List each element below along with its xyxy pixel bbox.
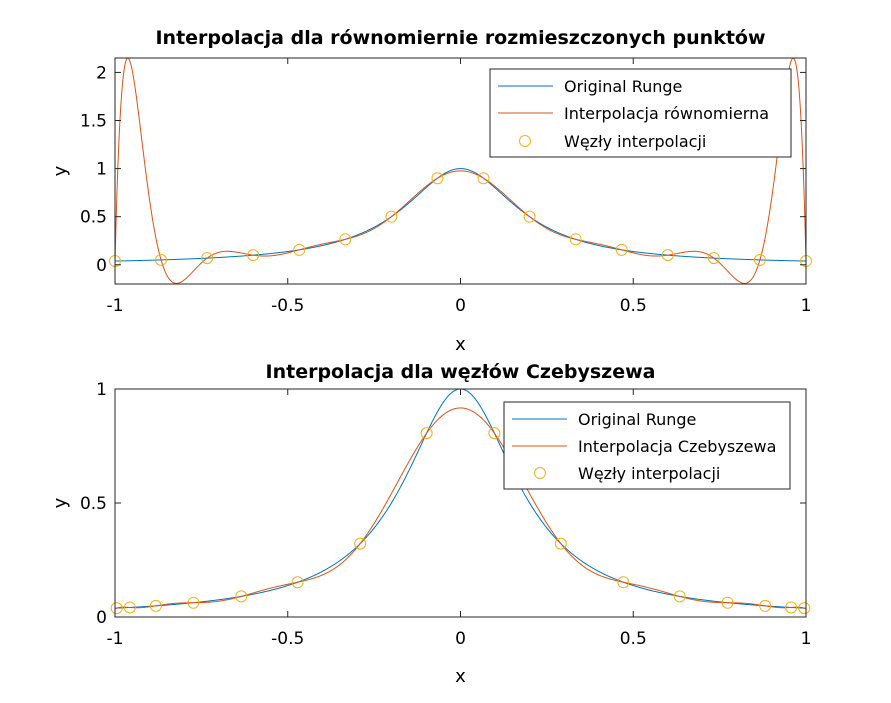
legend-label-nodes: Węzły interpolacji [564, 132, 706, 151]
x-tick-label: 0 [455, 296, 466, 316]
node-marker [110, 602, 123, 615]
x-tick-label: 0 [455, 629, 466, 649]
node-marker [753, 253, 766, 266]
x-tick-label: -1 [107, 296, 124, 316]
node-marker [785, 601, 798, 614]
y-tick-label: 0.5 [80, 208, 107, 228]
tick-marks [114, 388, 807, 618]
y-tick-label: 0.5 [80, 494, 107, 514]
y-axis-label: y [50, 497, 71, 508]
node-marker [661, 249, 674, 262]
x-tick-label: -1 [107, 629, 124, 649]
y-tick-label: 1 [96, 380, 107, 400]
legend-swatch-nodes [519, 135, 531, 147]
series-clip [115, 58, 806, 284]
y-tick-label: 1.5 [80, 112, 107, 132]
node-marker [293, 243, 306, 256]
legend-label-nodes: Węzły interpolacji [578, 464, 720, 483]
node-marker [385, 210, 398, 223]
node-marker [554, 537, 567, 550]
node-marker [523, 210, 536, 223]
node-marker [235, 590, 248, 603]
legend-label-interp: Interpolacja równomierna [564, 104, 769, 123]
x-axis-label: x [455, 666, 466, 687]
tick-labels: -1 -0.5 0 0.5 1 0 0.5 1 1.5 2 [80, 63, 811, 316]
x-tick-label: -0.5 [271, 296, 304, 316]
node-marker [339, 233, 352, 246]
subplot-chebyshev: -1 -0.5 0 0.5 1 0 0.5 1 Interpolacja dla węzłów… [50, 361, 811, 687]
legend-label-runge: Original Runge [564, 77, 682, 96]
y-tick-label: 0 [96, 256, 107, 276]
tick-labels: -1 -0.5 0 0.5 1 0 0.5 1 [80, 380, 811, 649]
node-marker [354, 537, 367, 550]
legend: Original Runge Interpolacja równomierna … [489, 68, 792, 158]
x-tick-label: -0.5 [271, 629, 304, 649]
node-marker [247, 249, 260, 262]
node-marker [201, 252, 214, 265]
plot-area [109, 58, 812, 284]
node-marker [149, 599, 162, 612]
node-marker [291, 576, 304, 589]
y-tick-label: 2 [96, 63, 107, 83]
node-marker [123, 601, 136, 614]
chart-title: Interpolacja dla równomiernie rozmieszcz… [155, 27, 765, 49]
y-tick-label: 0 [96, 608, 107, 628]
x-tick-label: 0.5 [620, 296, 647, 316]
y-axis-label: y [50, 165, 71, 176]
x-tick-label: 1 [801, 296, 812, 316]
node-marker [759, 599, 772, 612]
node-marker [431, 172, 444, 185]
node-marker [798, 602, 811, 615]
x-axis-label: x [455, 334, 466, 355]
series-clip [115, 389, 806, 610]
legend-label-interp: Interpolacja Czebyszewa [578, 437, 776, 456]
plot-area [110, 389, 811, 615]
node-marker [420, 427, 433, 440]
node-marker [488, 427, 501, 440]
node-marker [721, 596, 734, 609]
y-tick-label: 1 [96, 160, 107, 180]
series-runge-line [115, 168, 806, 262]
series-interp-line [115, 407, 806, 610]
node-marker [187, 596, 200, 609]
subplot-equispaced: -1 -0.5 0 0.5 1 0 0.5 1 1.5 2 Interpolacja dla ró… [50, 27, 812, 355]
node-marker [707, 252, 720, 265]
x-tick-label: 1 [801, 629, 812, 649]
series-runge-line [115, 389, 806, 609]
node-marker [673, 590, 686, 603]
node-marker [617, 576, 630, 589]
node-marker [569, 233, 582, 246]
legend: Original Runge Interpolacja Czebyszewa W… [503, 401, 791, 490]
legend-swatch-nodes [534, 467, 546, 479]
series-interp-line [115, 58, 806, 284]
node-marker [477, 172, 490, 185]
chart-title: Interpolacja dla węzłów Czebyszewa [266, 361, 656, 383]
node-marker [615, 243, 628, 256]
x-tick-label: 0.5 [620, 629, 647, 649]
legend-label-runge: Original Runge [578, 410, 696, 429]
tick-marks [114, 58, 807, 284]
node-marker [155, 253, 168, 266]
